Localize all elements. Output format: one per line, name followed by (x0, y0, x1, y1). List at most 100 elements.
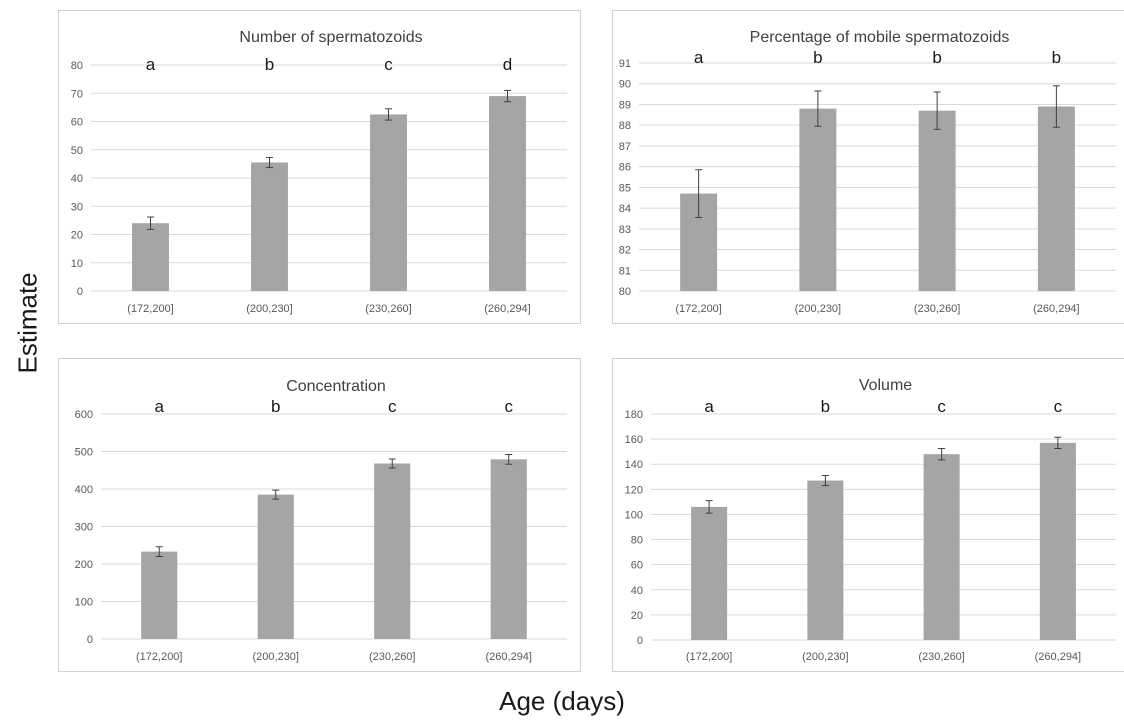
chart-title: Volume (859, 377, 912, 394)
error-bar (155, 546, 163, 557)
y-tick-label: 60 (631, 560, 643, 572)
bar (141, 551, 178, 639)
y-tick-label: 100 (75, 597, 93, 609)
y-tick-label: 83 (619, 224, 631, 236)
y-tick-label: 0 (637, 635, 643, 647)
error-bar (814, 90, 822, 127)
y-tick-label: 100 (625, 509, 643, 521)
y-tick-label: 140 (625, 459, 643, 471)
group-letter-annotation: b (932, 48, 941, 67)
y-tick-label: 90 (619, 79, 631, 91)
bar (251, 162, 288, 291)
bar (370, 114, 407, 291)
y-tick-label: 88 (619, 120, 631, 132)
error-bar (504, 89, 511, 103)
error-bar (938, 448, 946, 461)
error-bar (266, 156, 273, 169)
y-tick-label: 10 (71, 258, 83, 270)
chart-panel-percentage-mobile: Percentage of mobile spermatozoids 80 81 82… (612, 10, 1124, 324)
y-tick-label: 80 (631, 535, 643, 547)
error-bar (385, 108, 392, 121)
bar (923, 454, 960, 640)
y-tick-label: 40 (71, 173, 83, 185)
group-letter-annotation: a (146, 55, 156, 74)
y-tick-label: 400 (75, 484, 93, 496)
shared-x-axis-title: Age (days) (499, 686, 625, 716)
group-letter-annotation: c (1054, 397, 1063, 416)
y-tick-label: 20 (71, 230, 83, 242)
y-tick-label: 40 (631, 585, 643, 597)
chart-title: Percentage of mobile spermatozoids (750, 29, 1010, 46)
bar (489, 96, 526, 291)
bar (374, 463, 411, 639)
x-tick-label: (260,294] (1035, 651, 1081, 663)
chart-svg: Percentage of mobile spermatozoids 80 81 82… (619, 29, 1116, 315)
x-tick-label: (260,294] (1033, 303, 1079, 315)
group-letter-annotation: a (704, 397, 714, 416)
error-bar (147, 216, 154, 230)
x-tick-label: (230,260] (914, 303, 960, 315)
y-tick-label: 180 (625, 409, 643, 421)
error-bar (1054, 436, 1062, 450)
error-bar (933, 91, 941, 130)
chart-svg: Number of spermatozoids 0 10 20 30 40 50 60 70 80… (71, 29, 567, 315)
bar (1039, 442, 1076, 640)
x-tick-label: (200,230] (246, 303, 292, 315)
y-tick-label: 81 (619, 265, 631, 277)
bar (257, 494, 294, 639)
y-tick-label: 87 (619, 141, 631, 153)
x-tick-label: (200,230] (253, 651, 299, 663)
error-bar (695, 169, 703, 218)
y-tick-label: 70 (71, 88, 83, 100)
error-bar (705, 500, 713, 514)
error-bar (821, 475, 829, 487)
bar (132, 223, 169, 291)
y-tick-label: 300 (75, 522, 93, 534)
x-tick-label: (230,260] (918, 651, 964, 663)
chart-title: Concentration (286, 378, 386, 395)
x-tick-label: (200,230] (795, 303, 841, 315)
y-tick-label: 86 (619, 162, 631, 174)
y-tick-label: 500 (75, 447, 93, 459)
group-letter-annotation: c (384, 55, 393, 74)
group-letter-annotation: b (821, 397, 830, 416)
x-tick-label: (172,200] (136, 651, 182, 663)
y-tick-label: 91 (619, 58, 631, 70)
bar (1037, 106, 1075, 291)
x-tick-label: (260,294] (484, 303, 530, 315)
group-letter-annotation: c (505, 397, 514, 416)
y-tick-label: 60 (71, 117, 83, 129)
x-tick-label: (172,200] (675, 303, 721, 315)
bar (691, 506, 728, 640)
y-tick-label: 82 (619, 245, 631, 257)
shared-y-axis-title: Estimate (12, 272, 43, 374)
group-letter-annotation: d (503, 55, 512, 74)
x-tick-label: (172,200] (127, 303, 173, 315)
bar (807, 480, 844, 640)
error-bar (1052, 85, 1060, 128)
x-tick-label: (200,230] (802, 651, 848, 663)
group-letter-annotation: c (388, 397, 397, 416)
y-tick-label: 84 (619, 203, 631, 215)
group-letter-annotation: c (937, 397, 946, 416)
error-bar (505, 454, 513, 465)
bar (918, 110, 956, 291)
x-tick-label: (260,294] (486, 651, 532, 663)
chart-panel-volume: Volume 0 20 40 60 80 100 120 140 160 180 (172,200] a… (612, 358, 1124, 672)
y-tick-label: 160 (625, 434, 643, 446)
y-tick-label: 80 (71, 60, 83, 72)
y-tick-label: 0 (87, 634, 93, 646)
y-tick-label: 600 (75, 409, 93, 421)
chart-svg: Concentration 0 100 200 300 400 500 600 (172,200… (75, 378, 567, 663)
error-bar (388, 458, 396, 469)
x-tick-label: (230,260] (369, 651, 415, 663)
group-letter-annotation: b (271, 397, 280, 416)
error-bar (272, 489, 280, 500)
y-tick-label: 89 (619, 99, 631, 111)
bar (799, 108, 837, 291)
y-tick-label: 30 (71, 201, 83, 213)
y-tick-label: 50 (71, 145, 83, 157)
y-tick-label: 120 (625, 484, 643, 496)
y-tick-label: 0 (77, 286, 83, 298)
chart-panel-number-of-spermatozoids: Number of spermatozoids 0 10 20 30 40 50 60 70 80… (58, 10, 581, 324)
